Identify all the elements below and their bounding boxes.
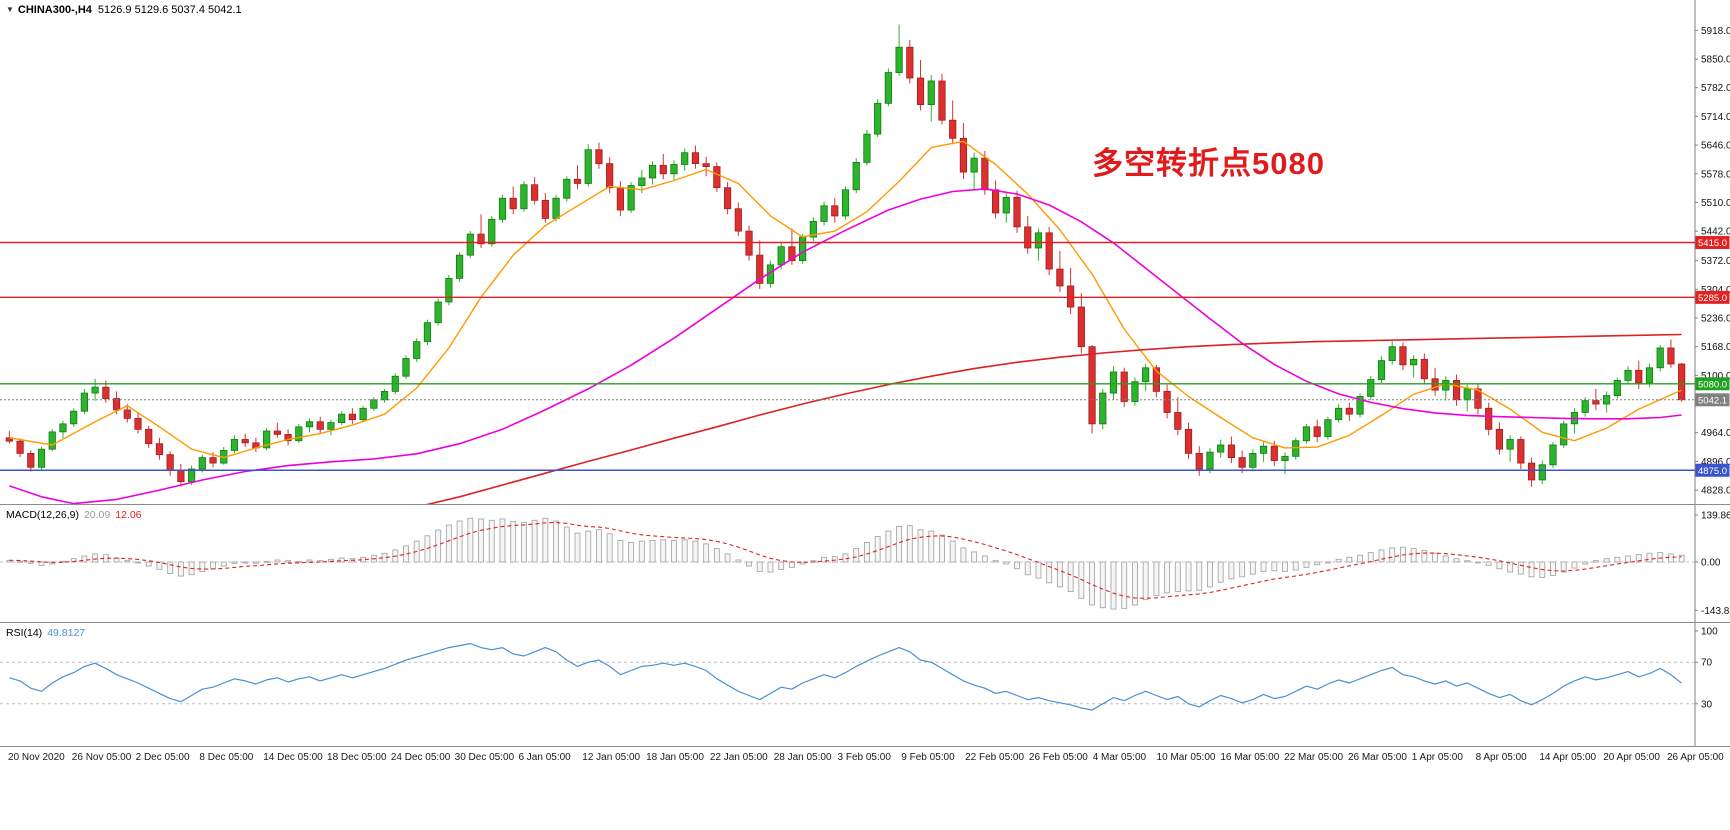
macd-axis-labels: 139.86 0.00 -143.82 [1695,511,1730,617]
hline-badge-5042.1 [1695,393,1730,407]
time-label: 26 Apr 05:00 [1667,752,1724,763]
time-label: 6 Jan 05:00 [518,752,571,763]
svg-text:4964.0: 4964.0 [1701,428,1730,439]
svg-text:4875.0: 4875.0 [1698,466,1727,477]
rsi-chart[interactable]: 100 70 30 [0,623,1730,746]
svg-text:-143.82: -143.82 [1701,606,1730,617]
svg-text:4896.0: 4896.0 [1701,457,1730,468]
chart-header: ▼ CHINA300-,H4 5126.9 5129.6 5037.4 5042.1 [6,4,242,16]
ma-orange-line [9,140,1682,459]
time-axis[interactable]: 20 Nov 2020 26 Nov 05:00 2 Dec 05:00 8 Dec … [0,746,1730,830]
macd-name: MACD(12,26,9) [6,509,79,521]
time-label: 28 Jan 05:00 [773,752,832,763]
rsi-label: RSI(14) 49.8127 [6,627,90,639]
main-chart-panel: 5918.0 5850.0 5782.0 5714.0 5646.0 5578.0 5510… [0,0,1730,504]
macd-panel: 139.86 0.00 -143.82 [0,504,1730,622]
svg-text:5080.0: 5080.0 [1698,379,1727,390]
time-label: 14 Apr 05:00 [1539,752,1597,763]
rsi-name: RSI(14) [6,627,43,639]
svg-text:5236.0: 5236.0 [1701,314,1730,325]
time-label: 8 Apr 05:00 [1475,752,1527,763]
time-label: 22 Jan 05:00 [709,752,768,763]
svg-text:4828.0: 4828.0 [1701,486,1730,497]
time-label: 26 Mar 05:00 [1347,752,1407,763]
time-label: 1 Apr 05:00 [1411,752,1463,763]
svg-text:5168.0: 5168.0 [1701,342,1730,353]
hline-badge-4875.0 [1695,463,1730,477]
hline-badge-5080.0 [1695,377,1730,391]
time-label: 3 Feb 05:00 [837,752,891,763]
time-label: 26 Feb 05:00 [1028,752,1088,763]
time-label: 14 Dec 05:00 [263,752,323,763]
price-axis-labels: 5918.0 5850.0 5782.0 5714.0 5646.0 5578.0 5510… [1695,26,1730,497]
macd-histogram [6,517,1685,610]
expand-triangle-icon[interactable]: ▼ [6,5,14,14]
svg-text:100: 100 [1701,627,1718,638]
time-label: 22 Mar 05:00 [1284,752,1344,763]
svg-text:0.00: 0.00 [1701,558,1721,569]
svg-text:5578.0: 5578.0 [1701,169,1730,180]
time-label: 16 Mar 05:00 [1220,752,1280,763]
time-label: 30 Dec 05:00 [454,752,515,763]
time-label: 26 Nov 05:00 [71,752,132,763]
svg-text:5782.0: 5782.0 [1701,83,1730,94]
symbol-label: CHINA300-,H4 [17,4,92,16]
svg-text:5285.0: 5285.0 [1698,293,1727,304]
macd-label: MACD(12,26,9) 20.09 12.06 [6,509,147,521]
time-label: 18 Dec 05:00 [327,752,387,763]
time-label: 20 Nov 2020 [8,752,65,763]
ma-red-line [425,333,1682,504]
svg-text:139.86: 139.86 [1701,511,1730,522]
rsi-line [9,642,1682,711]
rsi-current-value: 49.8127 [47,627,86,639]
svg-text:5714.0: 5714.0 [1701,112,1730,123]
svg-text:5304.0: 5304.0 [1701,285,1730,296]
time-label: 8 Dec 05:00 [199,752,254,763]
time-label: 10 Mar 05:00 [1156,752,1216,763]
svg-text:5510.0: 5510.0 [1701,198,1730,209]
time-label: 4 Mar 05:00 [1092,752,1147,763]
time-label: 12 Jan 05:00 [582,752,641,763]
svg-text:5850.0: 5850.0 [1701,55,1730,66]
time-label: 2 Dec 05:00 [135,752,190,763]
macd-signal-value: 12.06 [115,509,142,521]
time-label: 9 Feb 05:00 [901,752,955,763]
candles-group [5,24,1686,487]
svg-text:5372.0: 5372.0 [1701,256,1730,267]
macd-current-value: 20.09 [83,509,111,521]
time-label: 22 Feb 05:00 [965,752,1025,763]
main-price-chart[interactable]: 5918.0 5850.0 5782.0 5714.0 5646.0 5578.0 5510… [0,0,1730,504]
macd-chart[interactable]: 139.86 0.00 -143.82 [0,505,1730,622]
ohlc-quote: 5126.9 5129.6 5037.4 5042.1 [97,4,242,16]
svg-text:30: 30 [1701,699,1713,710]
hline-badge-5285.0 [1695,290,1730,304]
svg-text:5415.0: 5415.0 [1698,238,1727,249]
svg-text:5100.0: 5100.0 [1701,371,1730,382]
time-label: 18 Jan 05:00 [646,752,704,763]
rsi-panel: 100 70 30 [0,622,1730,746]
macd-signal-line [9,521,1682,599]
svg-text:5918.0: 5918.0 [1701,26,1730,37]
rsi-axis-labels: 100 70 30 [1695,627,1718,710]
svg-text:5646.0: 5646.0 [1701,141,1730,152]
annotation-text[interactable]: 多空转折点5080 [1092,146,1325,181]
ma-magenta-line [9,188,1682,504]
svg-text:5442.0: 5442.0 [1701,227,1730,238]
svg-text:70: 70 [1701,658,1713,669]
time-label: 24 Dec 05:00 [390,752,451,763]
hline-badge-5415.0 [1695,236,1730,250]
svg-text:5042.1: 5042.1 [1698,395,1727,406]
time-label: 20 Apr 05:00 [1603,752,1660,763]
